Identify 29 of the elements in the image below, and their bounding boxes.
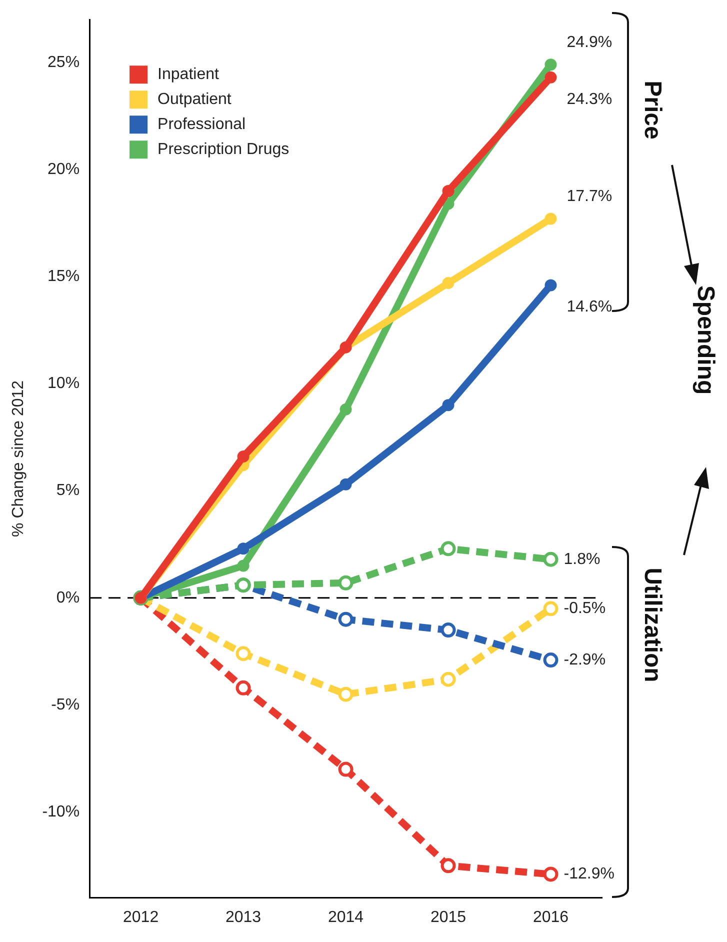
- data-label: -12.9%: [564, 866, 614, 883]
- legend-label: Outpatient: [158, 91, 232, 108]
- x-tick-label: 2016: [532, 908, 569, 926]
- data-label: 14.6%: [566, 298, 612, 316]
- data-label: 17.7%: [566, 188, 612, 206]
- y-tick-label: 20%: [48, 160, 80, 178]
- y-tick-label: -10%: [42, 804, 80, 821]
- data-label: 1.8%: [564, 550, 600, 568]
- text: Price: [638, 80, 666, 140]
- x-tick-label: 2013: [225, 908, 262, 926]
- x-tick-label: 2014: [328, 908, 364, 926]
- y-tick-label: 0%: [56, 589, 80, 606]
- x-tick-label: 2015: [430, 908, 466, 926]
- data-label: -2.9%: [564, 651, 606, 668]
- y-tick-label: 15%: [48, 268, 80, 286]
- legend-label: Professional: [158, 116, 246, 134]
- text: Spending: [691, 285, 719, 395]
- legend-label: Prescription Drugs: [158, 141, 290, 158]
- text: Utilization: [638, 568, 666, 682]
- data-label: 24.9%: [566, 34, 612, 51]
- y-axis-title: % Change since 2012: [10, 380, 28, 537]
- y-tick-label: 25%: [48, 54, 80, 71]
- data-label: 24.3%: [566, 90, 612, 108]
- y-tick-label: 5%: [56, 482, 80, 500]
- data-label: -0.5%: [564, 600, 606, 618]
- x-tick-label: 2012: [123, 908, 159, 926]
- y-tick-label: 10%: [48, 375, 80, 392]
- legend-label: Inpatient: [158, 66, 220, 84]
- y-tick-label: -5%: [51, 696, 80, 714]
